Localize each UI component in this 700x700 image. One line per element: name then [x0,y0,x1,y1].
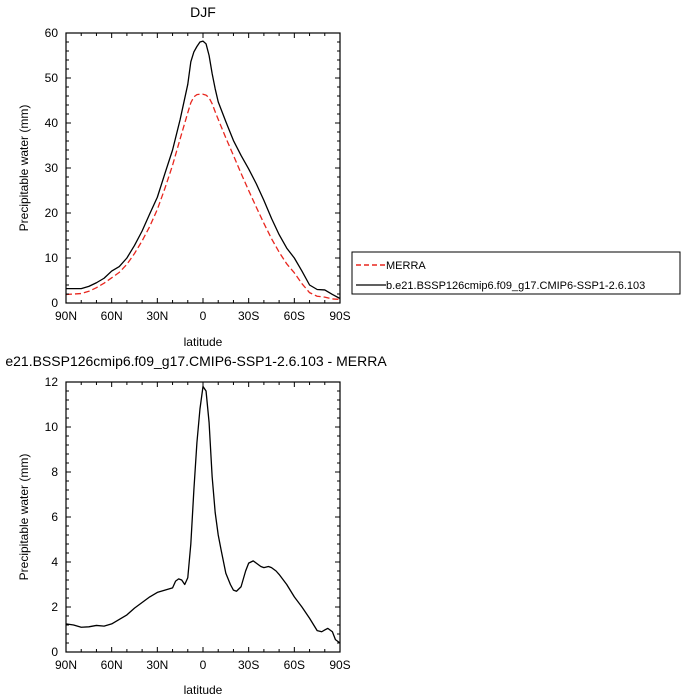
bottom-y-tick-label: 6 [51,510,58,524]
top-y-tick-label: 10 [45,251,59,265]
top-y-axis-label: Precipitable water (mm) [17,105,31,232]
top-series-line-1 [66,40,341,300]
top-plot-frame [65,32,341,304]
top-y-tick-label: 0 [51,296,58,310]
top-chart-title: DJF [190,4,216,20]
bottom-plot-frame [65,381,341,653]
bottom-y-tick-label: 2 [51,600,58,614]
bottom-series-line-0 [65,385,341,644]
top-y-tick-label: 30 [45,161,59,175]
top-y-tick-label: 40 [45,116,59,130]
top-x-tick-label: 0 [200,309,207,323]
top-plot-area: 90N 60N 30N 0 30S 60S 90S 0 10 20 30 40 50 60 [45,26,351,323]
bottom-x-tick-label: 60N [101,658,123,672]
bottom-x-tick-label: 30S [238,658,259,672]
bottom-y-tick-label: 4 [51,555,58,569]
top-x-tick-label: 30S [238,309,259,323]
top-x-tick-label: 90N [55,309,77,323]
bottom-y-axis-label: Precipitable water (mm) [17,454,31,581]
top-y-tick-label: 50 [45,71,59,85]
legend-label-model: b.e21.BSSP126cmip6.f09_g17.CMIP6-SSP1-2.… [386,280,645,292]
top-x-axis-label: latitude [184,335,223,349]
legend-label-merra: MERRA [386,260,426,272]
bottom-y-tick-label: 8 [51,465,58,479]
top-x-tick-label: 60S [284,309,305,323]
legend: MERRA b.e21.BSSP126cmip6.f09_g17.CMIP6-S… [351,251,681,295]
bottom-x-tick-label: 0 [200,658,207,672]
bottom-x-tick-label: 90S [329,658,350,672]
bottom-x-tick-label: 30N [146,658,168,672]
bottom-y-tick-label: 0 [51,645,58,659]
top-chart: DJF 90N 60N 30N 0 30S 60S 90S 0 10 20 30 40 50 60 lat… [17,4,351,349]
bottom-y-tick-label: 10 [45,420,59,434]
bottom-x-tick-label: 90N [55,658,77,672]
top-x-tick-label: 90S [329,309,350,323]
top-x-tick-label: 60N [101,309,123,323]
bottom-chart: e21.BSSP126cmip6.f09_g17.CMIP6-SSP1-2.6.… [5,353,387,697]
top-y-tick-label: 60 [45,26,59,40]
bottom-x-tick-label: 60S [284,658,305,672]
bottom-y-tick-label: 12 [45,375,59,389]
legend-box [351,251,681,295]
top-x-tick-label: 30N [146,309,168,323]
bottom-chart-title: e21.BSSP126cmip6.f09_g17.CMIP6-SSP1-2.6.… [5,353,387,369]
top-series-line-0 [65,93,341,301]
bottom-x-axis-label: latitude [184,683,223,697]
bottom-plot-area: 90N 60N 30N 0 30S 60S 90S 0 2 4 6 8 10 12 [45,375,351,672]
top-y-tick-label: 20 [45,206,59,220]
